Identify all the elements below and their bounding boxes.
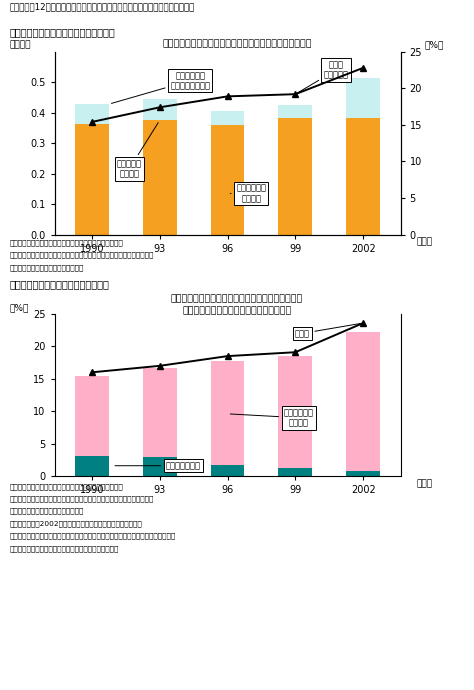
Text: 当初所得の
ジニ係数: 当初所得の ジニ係数 [117, 123, 158, 179]
Text: ／当初所得のジニ係数: ／当初所得のジニ係数 [9, 508, 84, 515]
Bar [75, 124, 109, 235]
Text: （年）: （年） [416, 479, 432, 488]
Bar [278, 356, 312, 469]
Bar [346, 78, 380, 118]
Bar [278, 106, 312, 118]
Text: （%）: （%） [9, 303, 29, 312]
Text: ４．所得分類毎にジニ係数を算出しているため、それぞれの再分配効果の: ４．所得分類毎にジニ係数を算出しているため、それぞれの再分配効果の [9, 533, 176, 540]
Bar [143, 368, 177, 457]
Bar [210, 111, 245, 125]
Bar [143, 99, 177, 120]
Bar [346, 118, 380, 235]
Bar [75, 104, 109, 124]
Text: ３．2002年からは、社会保障に介護・保育を含む。: ３．2002年からは、社会保障に介護・保育を含む。 [9, 520, 142, 527]
Text: 第３－４－12図　我が国の所得再分配による所得格差是正効果の推移　内閣府: 第３－４－12図 我が国の所得再分配による所得格差是正効果の推移 内閣府 [9, 2, 195, 11]
Bar [210, 125, 245, 235]
Text: 社会保障によ
る再分配: 社会保障によ る再分配 [230, 408, 314, 427]
Text: （%）: （%） [424, 41, 444, 50]
Text: ２．改善度＝（当初所得のジニ係数－再分配所得のジニ係数）: ２．改善度＝（当初所得のジニ係数－再分配所得のジニ係数） [9, 495, 154, 502]
Text: 社会保障による再分配効果は上昇している: 社会保障による再分配効果は上昇している [182, 306, 292, 315]
Bar [143, 120, 177, 235]
Text: （備考）　１．厚生労働省「所得再分配調査」より作成。: （備考） １．厚生労働省「所得再分配調査」より作成。 [9, 483, 123, 490]
Bar [75, 456, 109, 476]
Text: （２）税と社会保障による所得再分配: （２）税と社会保障による所得再分配 [9, 279, 109, 289]
Text: （係数）: （係数） [9, 40, 31, 49]
Text: ２．改善度＝（当初所得のジニ係数－再分配所得のジニ係数）: ２．改善度＝（当初所得のジニ係数－再分配所得のジニ係数） [9, 252, 154, 259]
Bar [210, 465, 245, 476]
Bar [346, 471, 380, 476]
Bar [278, 469, 312, 476]
Text: （１）我が国における所得再分配の効果: （１）我が国における所得再分配の効果 [9, 28, 115, 37]
Text: 合計と、改善度は必ずしも一致しない。: 合計と、改善度は必ずしも一致しない。 [9, 545, 119, 552]
Text: 改善度: 改善度 [295, 324, 360, 338]
Bar [75, 375, 109, 456]
Text: 税による再分配: 税による再分配 [115, 461, 201, 470]
Bar [346, 332, 380, 471]
Bar [278, 118, 312, 235]
Bar [143, 457, 177, 476]
Text: ／当初所得のジニ係数: ／当初所得のジニ係数 [9, 264, 84, 271]
Text: 再分配による
ジニ係数の減少分: 再分配による ジニ係数の減少分 [111, 71, 210, 104]
Text: （年）: （年） [416, 237, 432, 246]
Text: 再分配所得の
ジニ係数: 再分配所得の ジニ係数 [230, 184, 266, 203]
Text: 我が国における所得再分配の効果は、近年、高まっている: 我が国における所得再分配の効果は、近年、高まっている [162, 39, 312, 48]
Text: 改善度
（右目盛）: 改善度 （右目盛） [298, 60, 348, 92]
Text: （備考）　１．厚生労働省「所得再分配調査」より作成。: （備考） １．厚生労働省「所得再分配調査」より作成。 [9, 239, 123, 246]
Text: 我が国では、近年、税による再分配効果は低下し、: 我が国では、近年、税による再分配効果は低下し、 [171, 294, 303, 303]
Bar [210, 362, 245, 465]
